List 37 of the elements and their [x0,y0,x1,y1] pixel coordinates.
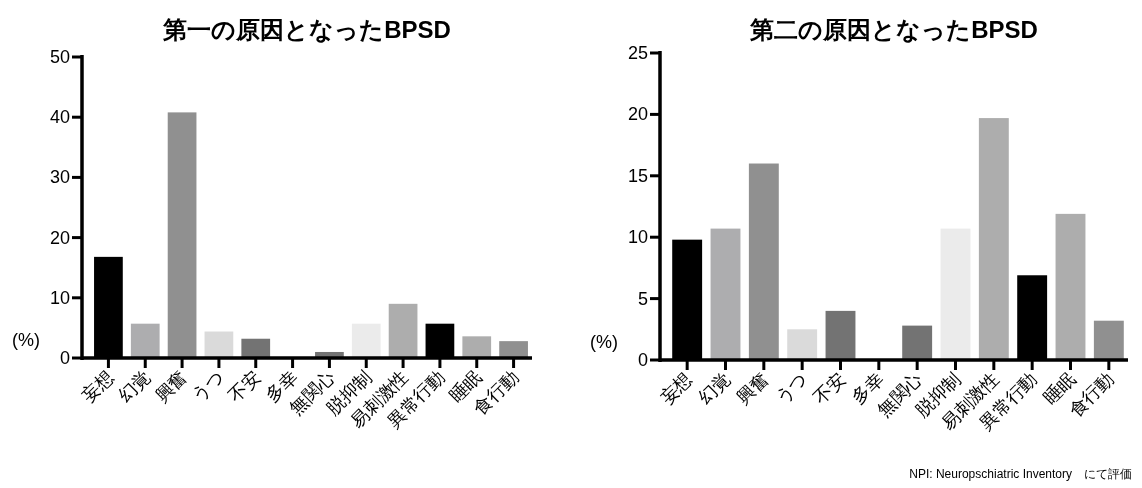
bar [462,336,492,358]
y-axis-title: (%) [590,332,618,352]
y-tick-label: 10 [49,287,70,308]
x-tick-label: 興奮 [733,368,773,409]
y-tick-label: 20 [627,104,648,125]
bar [1055,213,1086,360]
chart-title: 第二の原因となったBPSD [749,16,1038,43]
x-tick-label: 不安 [809,368,850,409]
bar [787,329,818,360]
x-tick-label: 妄想 [656,368,696,409]
bar [1093,320,1124,360]
x-tick-label: うつ [771,368,811,409]
text: NPI: Neuropschiatric Inventory にて評価 [909,467,1132,481]
y-tick-label: 15 [627,165,648,186]
bar [130,323,160,358]
y-tick-label: 10 [627,227,648,248]
bar [388,303,418,358]
bar [902,325,933,360]
chart-title: 第一の原因となったBPSD [162,16,451,43]
bar [825,310,856,360]
y-tick-label: 25 [627,43,648,63]
y-tick-label: 0 [637,350,648,370]
y-tick-label: 0 [59,348,70,368]
bar [710,228,741,360]
y-tick-label: 5 [637,288,648,309]
bar [351,323,381,358]
y-tick-label: 40 [49,107,70,128]
bar [940,228,971,360]
y-tick-label: 20 [49,227,70,248]
y-tick-label: 30 [49,167,70,188]
y-axis-title: (%) [12,330,40,350]
bar [748,163,779,360]
x-tick-label: 幻覚 [694,368,735,409]
bar [167,112,197,358]
bar [978,118,1009,360]
bar [499,341,528,358]
y-tick-label: 50 [49,47,70,67]
